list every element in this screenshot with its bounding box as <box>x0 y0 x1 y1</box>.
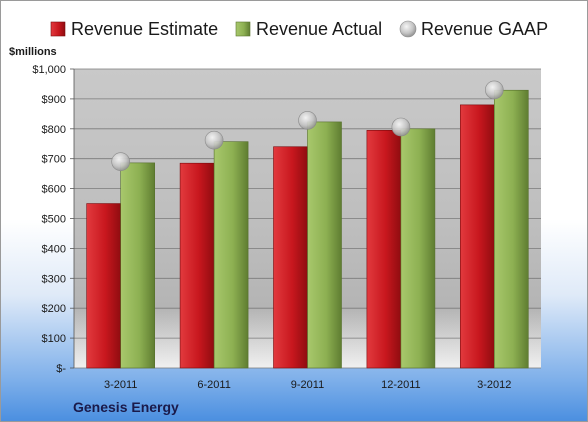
gaap-markers <box>111 80 504 171</box>
legend-label-revenue-actual: Revenue Actual <box>256 19 382 39</box>
ytick-label-10: $1,000 <box>32 64 66 76</box>
bar-actual-12-2011 <box>400 128 436 369</box>
bar-estimate-9-2011 <box>273 146 308 369</box>
ytick-label-3: $300 <box>42 273 66 285</box>
gaap-marker-12-2011 <box>391 117 411 137</box>
ytick-label-8: $800 <box>42 124 66 136</box>
ytick-label-4: $400 <box>42 243 66 255</box>
xtick-label-3-2011: 3-2011 <box>104 379 137 391</box>
bar-estimate-12-2011 <box>366 129 402 369</box>
gaap-marker-3-2012 <box>484 80 504 100</box>
legend-label-revenue-gaap: Revenue GAAP <box>421 19 548 39</box>
xtick-label-3-2012: 3-2012 <box>477 379 511 391</box>
ytick-label-7: $700 <box>42 154 66 166</box>
ytick-label-2: $200 <box>42 303 66 315</box>
legend-swatch-revenue-actual <box>235 21 251 37</box>
bar-actual-6-2011 <box>213 141 249 369</box>
ytick-label-0: $- <box>56 363 66 375</box>
ytick-label-9: $900 <box>42 94 66 106</box>
x-axis-ticks: 3-2011 6-2011 9-2011 12-2011 3-2012 <box>104 379 511 391</box>
xtick-label-9-2011: 9-2011 <box>291 379 324 391</box>
gaap-marker-9-2011 <box>298 111 317 130</box>
xtick-label-6-2011: 6-2011 <box>197 379 230 391</box>
bar-estimate-3-2012 <box>459 104 495 369</box>
bar-actual-3-2011 <box>120 162 155 369</box>
y-axis-ticks: $- $100 $200 $300 $400 $500 $600 $700 $800 $900 $1… <box>32 64 74 375</box>
bar-actual-9-2011 <box>307 121 342 369</box>
legend-marker-revenue-gaap <box>399 20 417 38</box>
xtick-label-12-2011: 12-2011 <box>381 379 421 391</box>
legend-swatch-revenue-estimate <box>50 21 66 37</box>
bars <box>86 89 529 369</box>
company-name: Genesis Energy <box>73 399 179 415</box>
bar-estimate-6-2011 <box>179 162 215 369</box>
bar-actual-3-2012 <box>493 89 529 369</box>
ytick-label-6: $600 <box>42 184 66 196</box>
gaap-marker-3-2011 <box>111 152 130 171</box>
gaap-marker-6-2011 <box>204 130 224 150</box>
ytick-label-1: $100 <box>42 333 66 345</box>
legend: Revenue Estimate Revenue Actual Revenue … <box>50 19 548 39</box>
ytick-label-5: $500 <box>42 214 66 226</box>
y-axis-unit-label: $millions <box>9 46 57 58</box>
legend-label-revenue-estimate: Revenue Estimate <box>71 19 218 39</box>
bar-estimate-3-2011 <box>86 203 121 369</box>
